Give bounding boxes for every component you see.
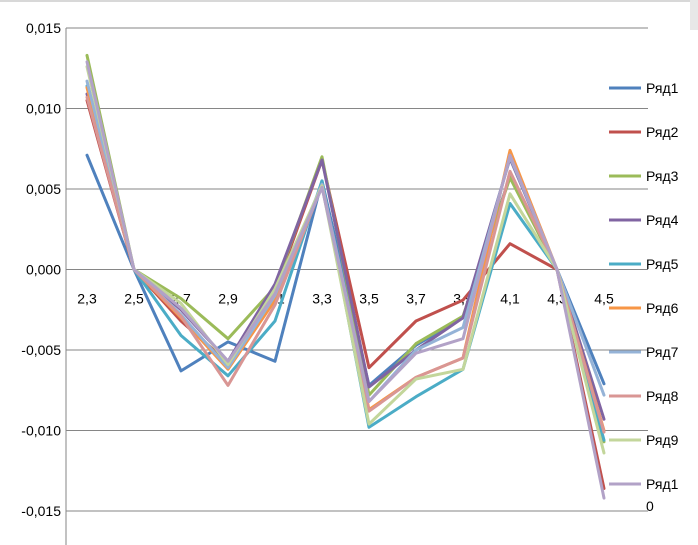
x-tick-label: 4,5 <box>594 291 614 307</box>
legend-label: Ряд4 <box>646 212 679 228</box>
y-tick-labels: 0,015 0,010 0,005 0,000 -0,005 -0,010 -0,015 <box>21 20 61 519</box>
y-tick-label: -0,015 <box>21 503 61 519</box>
series-line <box>85 98 606 490</box>
y-tick-label: 0,005 <box>26 181 61 197</box>
y-tick-label: -0,010 <box>21 423 61 439</box>
legend-label: Ряд6 <box>646 300 679 316</box>
top-edge-border <box>0 0 698 2</box>
x-tick-label: 2,5 <box>124 291 144 307</box>
legend: Ряд1 Ряд2 Ряд3 Ряд4 Ряд5 Ряд6 Ряд7 Ряд8 Ряд9 Ряд1… <box>609 80 679 514</box>
x-tick-label: 3,5 <box>359 291 379 307</box>
y-tick-label: 0,015 <box>26 20 61 36</box>
legend-label: Ряд7 <box>646 344 679 360</box>
series-lines <box>85 53 606 500</box>
legend-label: Ряд9 <box>646 432 679 448</box>
top-right-corner <box>690 0 698 30</box>
legend-label: Ряд1 <box>646 80 679 96</box>
legend-label: Ряд2 <box>646 124 679 140</box>
legend-label: Ряд1 0 <box>646 476 679 514</box>
legend-label: Ряд8 <box>646 388 679 404</box>
x-tick-label: 4,1 <box>500 291 520 307</box>
y-tick-label: 0,010 <box>26 101 61 117</box>
x-tick-label: 3,3 <box>312 291 332 307</box>
y-tick-label: -0,005 <box>21 342 61 358</box>
legend-label: Ряд5 <box>646 256 679 272</box>
x-tick-label: 2,9 <box>218 291 238 307</box>
series-line <box>85 60 606 500</box>
x-tick-label: 2,3 <box>77 291 97 307</box>
legend-label: Ряд3 <box>646 168 679 184</box>
y-tick-label: 0,000 <box>26 262 61 278</box>
series-line <box>85 65 606 455</box>
x-tick-label: 3,7 <box>406 291 426 307</box>
